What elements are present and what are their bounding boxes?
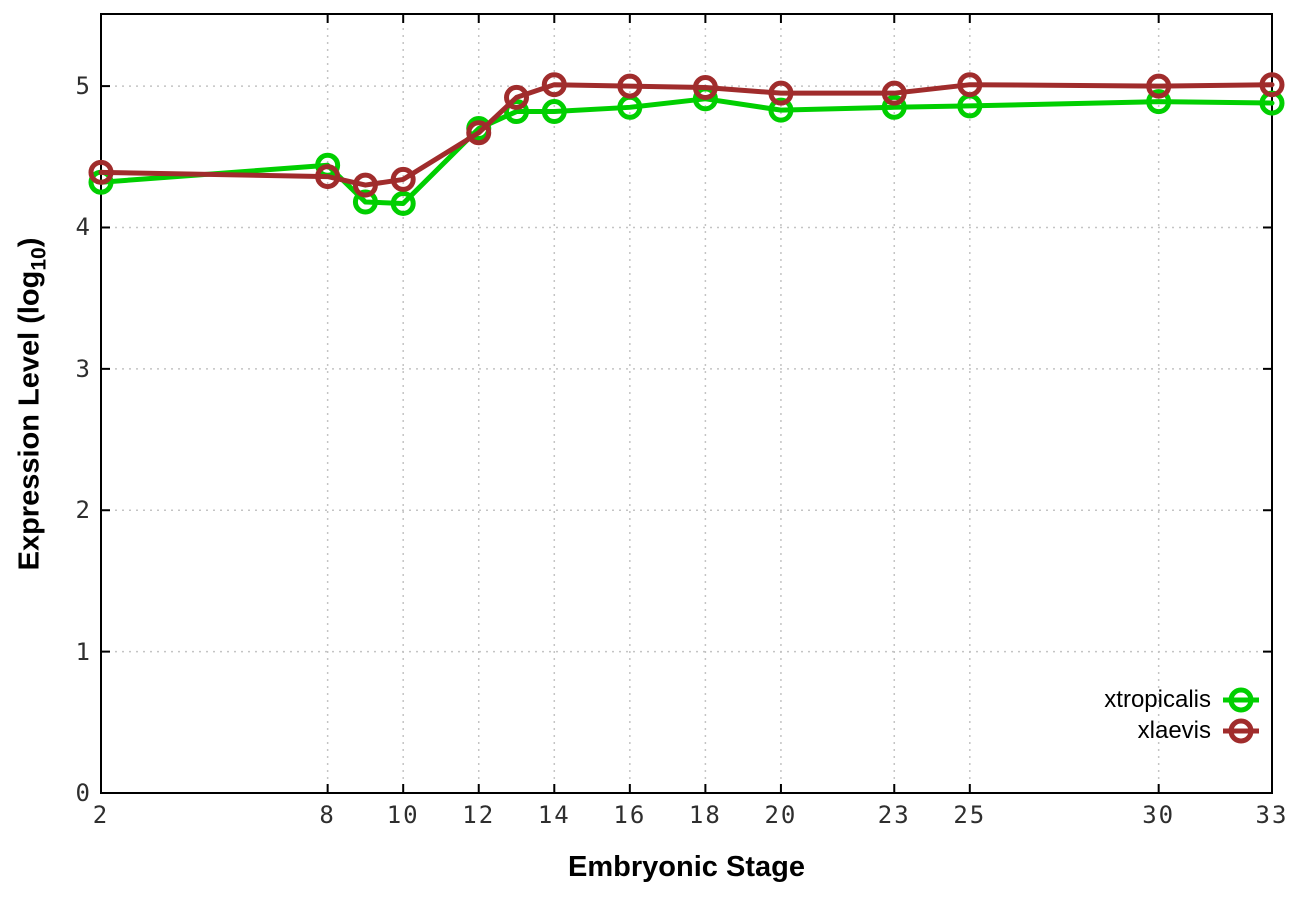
data-point-xlaevis-stage-12 [466, 120, 492, 146]
y-tick-label-0: 0 [75, 779, 90, 807]
x-tick-label-8: 8 [319, 801, 336, 829]
data-point-xtropicalis-stage-9 [352, 189, 378, 215]
x-tick-label-16: 16 [613, 801, 647, 829]
y-tick-label-3: 3 [75, 354, 90, 383]
x-tick-label-25: 25 [953, 801, 987, 829]
x-tick-label-14: 14 [537, 801, 571, 829]
legend-marker-xlaevis-icon [1223, 718, 1259, 743]
data-point-xlaevis-stage-10 [390, 166, 416, 192]
data-point-xtropicalis-stage-20 [768, 97, 794, 123]
legend: xtropicalis xlaevis [1104, 684, 1260, 746]
plot-border [100, 13, 1273, 794]
legend-entry-xlaevis: xlaevis [1104, 715, 1260, 746]
legend-label-xtropicalis: xtropicalis [1104, 685, 1211, 713]
x-tick-label-2: 2 [92, 801, 110, 829]
x-tick-label-23: 23 [877, 801, 911, 829]
y-tick-label-1: 1 [75, 637, 90, 666]
data-point-xlaevis-stage-8 [315, 164, 341, 190]
data-point-xtropicalis-stage-10 [390, 190, 416, 216]
data-point-xlaevis-stage-33 [1259, 72, 1285, 98]
data-point-xlaevis-stage-14 [541, 72, 567, 98]
y-axis-label: Expression Level (log10) [4, 14, 60, 793]
data-point-xtropicalis-stage-30 [1146, 89, 1172, 115]
legend-marker-xtropicalis-icon [1223, 687, 1259, 712]
legend-label-xlaevis: xlaevis [1137, 716, 1211, 744]
x-tick-label-10: 10 [386, 801, 420, 829]
data-point-xlaevis-stage-23 [881, 80, 907, 106]
data-point-xlaevis-stage-30 [1146, 73, 1172, 99]
x-tick-label-18: 18 [688, 801, 722, 829]
y-axis-label-close-paren: ) [13, 237, 46, 247]
data-point-xlaevis-stage-9 [352, 172, 378, 198]
data-point-xlaevis-stage-2 [88, 159, 114, 185]
y-tick-label-4: 4 [75, 213, 90, 242]
data-point-xlaevis-stage-20 [768, 80, 794, 106]
x-tick-label-33: 33 [1255, 801, 1289, 829]
data-point-xtropicalis-stage-23 [881, 94, 907, 120]
y-tick-label-2: 2 [75, 496, 90, 525]
y-tick-label-5: 5 [75, 72, 90, 101]
data-point-xlaevis-stage-25 [957, 72, 983, 98]
x-tick-label-30: 30 [1142, 801, 1176, 829]
y-axis-label-subscript: 10 [27, 246, 51, 271]
data-point-xlaevis-stage-18 [692, 75, 718, 101]
x-tick-label-12: 12 [462, 801, 496, 829]
legend-entry-xtropicalis: xtropicalis [1104, 684, 1260, 715]
x-axis-label: Embryonic Stage [568, 851, 805, 883]
series-line-xlaevis [98, 82, 1275, 188]
data-point-xtropicalis-stage-13 [504, 99, 530, 125]
data-point-xtropicalis-stage-14 [541, 99, 567, 125]
data-point-xlaevis-stage-13 [504, 84, 530, 110]
series-line-xtropicalis [98, 96, 1275, 206]
x-tick-label-20: 20 [764, 801, 798, 829]
data-point-xlaevis-stage-16 [617, 73, 643, 99]
y-axis-label-text: Expression Level (log [13, 270, 46, 570]
